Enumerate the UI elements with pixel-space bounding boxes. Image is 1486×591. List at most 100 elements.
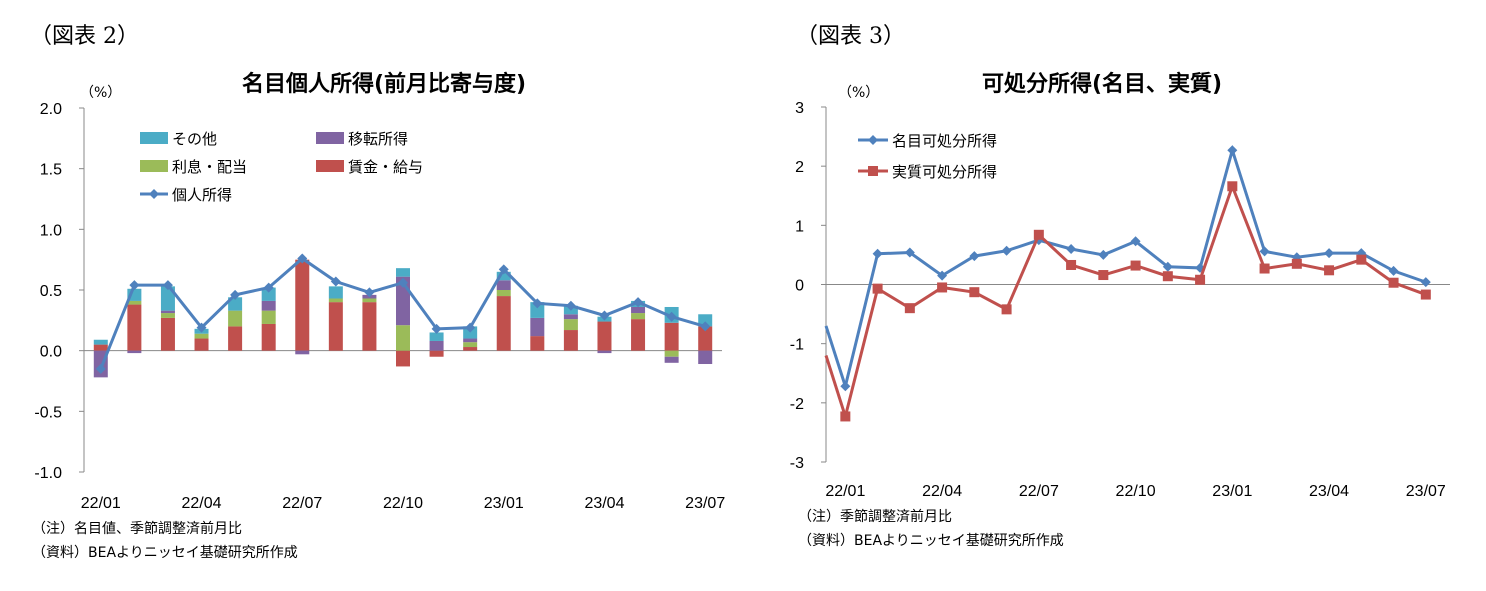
chart-2-line-point xyxy=(1388,277,1399,288)
chart-2-line-point xyxy=(904,247,915,258)
chart-2-line-lead-in xyxy=(824,355,847,417)
chart-1-y-tick-label: 2.0 xyxy=(40,101,62,118)
chart-1-bar-segment xyxy=(496,296,511,351)
chart-1-line-point xyxy=(465,322,476,333)
chart-1-source: （資料）BEAよりニッセイ基礎研究所作成 xyxy=(32,545,298,561)
chart-2-line-point xyxy=(1195,274,1206,285)
chart-1-bar-segment xyxy=(261,310,276,324)
chart-2-line-point xyxy=(1162,271,1173,282)
chart-2-line-point xyxy=(969,287,980,298)
chart-2-line-point xyxy=(1033,229,1044,240)
chart-1-unit-label: （%） xyxy=(80,85,122,101)
chart-2-line-point xyxy=(1130,236,1141,247)
chart-1-bar-segment xyxy=(160,317,175,351)
chart-1-line-point xyxy=(330,276,341,287)
chart-1-legend-label: 賃金・給与 xyxy=(348,158,423,176)
chart-2-x-tick-label: 23/04 xyxy=(1309,483,1349,500)
chart-1-bar-segment xyxy=(698,326,713,351)
chart-1-bar-segment xyxy=(160,313,175,318)
chart-1-legend-label: その他 xyxy=(172,130,217,148)
chart-1-bar-segment xyxy=(631,313,646,320)
chart-1-bar-segment xyxy=(597,350,612,354)
chart-1-bar-segment xyxy=(93,339,108,345)
chart-1-bar-segment xyxy=(396,325,410,351)
chart-2-y-tick-label: 0 xyxy=(795,278,804,295)
figure-3-label: （図表 3） xyxy=(796,24,905,49)
chart-1-legend-swatch xyxy=(316,132,344,144)
chart-1-bar-segment xyxy=(396,268,410,277)
chart-1-bar-segment xyxy=(396,350,410,367)
chart-2-y-tick-label: -3 xyxy=(790,455,804,472)
chart-1-line-point xyxy=(263,282,274,293)
chart-2-line-point xyxy=(1001,245,1012,256)
chart-2-line-point xyxy=(1066,244,1077,254)
chart-1-legend-label: 個人所得 xyxy=(172,186,232,204)
chart-1-bar-segment xyxy=(261,323,276,351)
chart-2-line-point xyxy=(1066,259,1077,270)
chart-1-bar-segment xyxy=(328,302,343,351)
chart-1-bar-segment xyxy=(127,350,142,354)
chart-1-bar-segment xyxy=(429,340,444,351)
chart-2-x-tick-label: 22/10 xyxy=(1116,483,1156,500)
chart-1-bar-segment xyxy=(496,271,511,281)
chart-1-bar-segment xyxy=(127,304,142,351)
chart-1-line-point xyxy=(633,297,644,308)
chart-2-x-tick-label: 22/04 xyxy=(922,483,962,500)
figure-3-panel: （図表 3） 可処分所得(名目、実質) （%） 3 2 1 0 -1 -2 -3 22/01 2… xyxy=(760,0,1486,591)
chart-1-y-tick-label: 1.5 xyxy=(40,162,62,179)
chart-2-line-point xyxy=(840,381,851,392)
chart-2-line-point xyxy=(840,411,851,422)
chart-2-line-point xyxy=(969,251,980,262)
chart-1-svg: 2.0 1.5 1.0 0.5 0.0 -0.5 -1.0 22/01 22/04 22/07 22… xyxy=(34,101,725,512)
chart-1-line-point xyxy=(666,311,677,322)
chart-1-bar-segment xyxy=(530,317,545,337)
chart-2-line-point xyxy=(1162,261,1173,272)
chart-2-y-tick-label: -1 xyxy=(790,337,804,354)
chart-2-line-point xyxy=(1420,289,1431,300)
chart-1-line-point xyxy=(230,289,241,300)
chart-1-bar-segment xyxy=(463,347,478,351)
chart-1-y-tick-label: 0.0 xyxy=(40,344,62,361)
chart-1-x-tick-label: 23/01 xyxy=(484,495,524,512)
chart-1-bar-segment xyxy=(463,338,478,343)
chart-1-legend-swatch xyxy=(140,132,168,144)
chart-2-y-tick-label: 3 xyxy=(795,100,804,117)
chart-1-line-point xyxy=(700,321,711,332)
chart-1-bar-segment xyxy=(362,302,377,351)
chart-1-bar-segment xyxy=(194,338,209,351)
chart-1-legend-label: 移転所得 xyxy=(348,130,408,148)
chart-2-svg: 3 2 1 0 -1 -2 -3 22/01 22/04 22/07 22/10 23/01 23/04… xyxy=(790,100,1450,500)
chart-1-bar-segment xyxy=(429,332,444,341)
chart-1-x-tick-label: 22/01 xyxy=(81,495,121,512)
chart-1-bar-segment xyxy=(698,314,713,327)
chart-2-y-tick-label: 2 xyxy=(795,159,804,176)
chart-1-line-point xyxy=(599,310,610,321)
chart-1-line-point xyxy=(297,253,308,264)
chart-1-bar-segment xyxy=(328,298,343,303)
chart-2-x-tick-label: 22/07 xyxy=(1019,483,1059,500)
chart-2-note: （注）季節調整済前月比 xyxy=(798,509,952,525)
chart-2-line-point xyxy=(1130,260,1141,271)
chart-2-legend-label: 名目可処分所得 xyxy=(892,132,997,150)
chart-2-line-series xyxy=(843,181,1427,417)
chart-1-line-point xyxy=(95,363,106,374)
chart-1-line-point xyxy=(431,323,442,334)
chart-1-bar-segment xyxy=(194,333,209,339)
chart-2-line-point xyxy=(1227,145,1238,156)
chart-1-bar-segment xyxy=(597,321,612,351)
chart-1-legend-swatch xyxy=(316,160,344,172)
chart-1-bar-segment xyxy=(631,306,646,314)
chart-2-x-tick-label: 23/07 xyxy=(1406,483,1446,500)
chart-1-line-point xyxy=(162,280,173,291)
chart-1-line-point xyxy=(398,277,408,288)
chart-1-bar-segment xyxy=(664,322,679,351)
chart-2-line-point xyxy=(1324,265,1335,276)
figure-2-panel: （図表 2） 名目個人所得(前月比寄与度) （%） 2.0 1.5 1.0 0.5 0.… xyxy=(30,24,725,561)
chart-1-line-point xyxy=(565,300,576,311)
chart-1-legend-swatch xyxy=(140,160,168,172)
chart-1-bar-segment xyxy=(228,310,243,327)
chart-1-bar-segment xyxy=(228,297,243,311)
chart-2-line-point xyxy=(937,282,948,293)
chart-1-x-tick-label: 22/10 xyxy=(383,495,423,512)
chart-2-line-point xyxy=(872,248,883,259)
